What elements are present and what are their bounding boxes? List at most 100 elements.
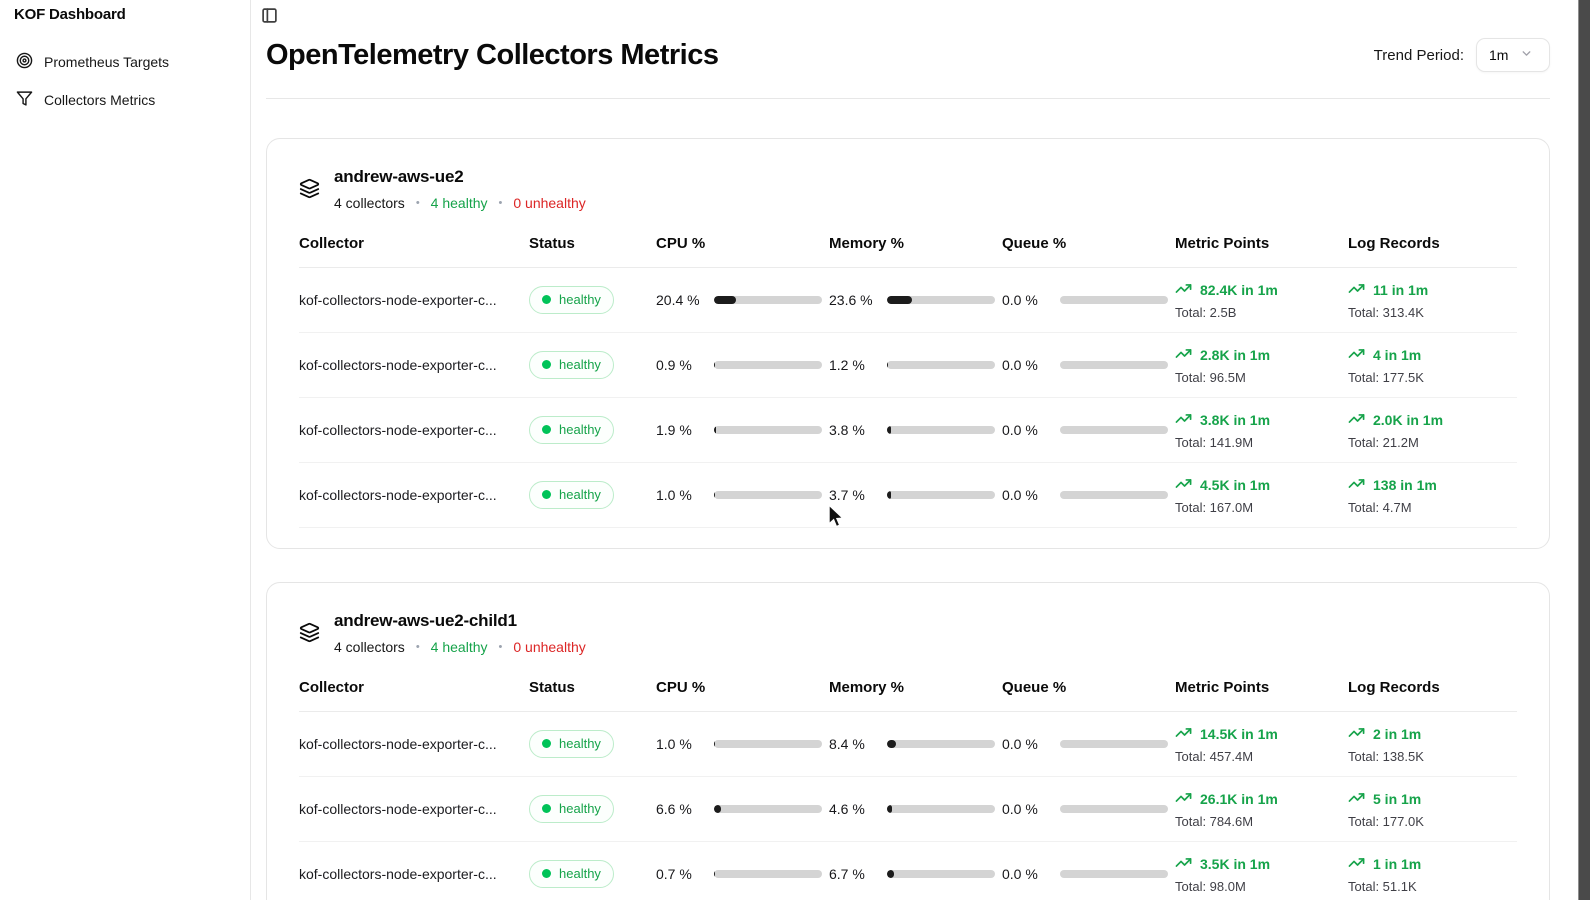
col-header-status: Status: [529, 679, 656, 712]
cpu-percent: 1.0 %: [656, 487, 692, 503]
memory-bar-fill: [887, 740, 897, 748]
log-records-total: Total: 177.5K: [1348, 370, 1424, 385]
queue-cell: 0.0 %: [1002, 487, 1175, 503]
cluster-card: andrew-aws-ue2 4 collectors • 4 healthy …: [266, 138, 1550, 549]
metric-points-total: Total: 141.9M: [1175, 435, 1254, 450]
log-records-rate-value: 2 in 1m: [1373, 726, 1422, 742]
cpu-percent: 1.0 %: [656, 736, 692, 752]
trending-up-icon: [1175, 345, 1192, 365]
separator-dot: •: [498, 197, 503, 209]
separator-dot: •: [498, 641, 503, 653]
sidebar-item-prometheus-targets[interactable]: Prometheus Targets: [8, 45, 242, 79]
col-header-cpu: CPU %: [656, 235, 829, 268]
collector-row: kof-collectors-node-exporter-c... health…: [299, 711, 1517, 777]
metric-points-rate-value: 26.1K in 1m: [1200, 791, 1278, 807]
trend-period-select[interactable]: 1m: [1476, 38, 1550, 72]
cpu-percent: 0.9 %: [656, 357, 692, 373]
cpu-bar: [714, 361, 822, 369]
header-divider: [266, 98, 1550, 99]
log-records-rate-value: 5 in 1m: [1373, 791, 1422, 807]
log-records-rate-value: 1 in 1m: [1373, 856, 1422, 872]
page-title: OpenTelemetry Collectors Metrics: [266, 38, 719, 71]
queue-percent: 0.0 %: [1002, 422, 1038, 438]
memory-cell: 23.6 %: [829, 292, 1002, 308]
status-dot-icon: [542, 490, 551, 499]
cpu-cell: 1.0 %: [656, 487, 829, 503]
memory-bar-fill: [887, 491, 891, 499]
col-header-status: Status: [529, 235, 656, 268]
trending-up-icon: [1175, 280, 1192, 300]
table-header-row: Collector Status CPU % Memory % Queue % …: [299, 235, 1517, 268]
metric-points-rate: 82.4K in 1m: [1175, 280, 1348, 300]
status-dot-icon: [542, 425, 551, 434]
cluster-name: andrew-aws-ue2: [334, 167, 464, 186]
memory-percent: 1.2 %: [829, 357, 865, 373]
metric-points-total: Total: 96.5M: [1175, 370, 1246, 385]
trending-up-icon: [1348, 854, 1365, 874]
log-records-total: Total: 313.4K: [1348, 305, 1424, 320]
memory-bar-fill: [887, 296, 913, 304]
queue-percent: 0.0 %: [1002, 487, 1038, 503]
trending-up-icon: [1348, 789, 1365, 809]
collectors-table: Collector Status CPU % Memory % Queue % …: [299, 235, 1517, 528]
queue-bar: [1060, 426, 1168, 434]
trending-up-icon: [1348, 410, 1365, 430]
collector-name: kof-collectors-node-exporter-c...: [299, 332, 529, 398]
collector-row: kof-collectors-node-exporter-c... health…: [299, 841, 1517, 900]
log-records-total: Total: 177.0K: [1348, 814, 1424, 829]
sidebar-toggle-button[interactable]: [257, 5, 281, 29]
log-records-rate-value: 11 in 1m: [1373, 282, 1429, 298]
status-badge: healthy: [529, 481, 614, 509]
col-header-collector: Collector: [299, 679, 529, 712]
cluster-summary: 4 collectors • 4 healthy • 0 unhealthy: [334, 639, 586, 655]
collector-row: kof-collectors-node-exporter-c... health…: [299, 267, 1517, 333]
cpu-bar: [714, 805, 822, 813]
filter-icon: [16, 90, 33, 110]
col-header-log-records: Log Records: [1348, 235, 1517, 268]
queue-bar: [1060, 740, 1168, 748]
log-records-rate-value: 4 in 1m: [1373, 347, 1422, 363]
page-header: OpenTelemetry Collectors Metrics Trend P…: [266, 38, 1550, 72]
log-records-rate: 1 in 1m: [1348, 854, 1517, 874]
queue-cell: 0.0 %: [1002, 292, 1175, 308]
metric-points-total: Total: 98.0M: [1175, 879, 1246, 894]
cpu-bar-fill: [714, 426, 717, 434]
status-label: healthy: [559, 736, 601, 751]
log-records-rate: 2 in 1m: [1348, 724, 1517, 744]
cluster-name: andrew-aws-ue2-child1: [334, 611, 517, 630]
status-badge: healthy: [529, 860, 614, 888]
memory-cell: 1.2 %: [829, 357, 1002, 373]
col-header-memory: Memory %: [829, 679, 1002, 712]
col-header-metric-points: Metric Points: [1175, 235, 1348, 268]
status-dot-icon: [542, 295, 551, 304]
memory-bar: [887, 491, 995, 499]
metric-points-rate: 2.8K in 1m: [1175, 345, 1348, 365]
sidebar-title: KOF Dashboard: [14, 6, 126, 23]
queue-cell: 0.0 %: [1002, 866, 1175, 882]
cpu-bar: [714, 426, 822, 434]
memory-cell: 3.7 %: [829, 487, 1002, 503]
cluster-card: andrew-aws-ue2-child1 4 collectors • 4 h…: [266, 582, 1550, 900]
cluster-summary: 4 collectors • 4 healthy • 0 unhealthy: [334, 195, 586, 211]
status-label: healthy: [559, 866, 601, 881]
metric-points-total: Total: 784.6M: [1175, 814, 1254, 829]
cpu-bar: [714, 296, 822, 304]
metric-points-rate-value: 14.5K in 1m: [1200, 726, 1278, 742]
rows: kof-collectors-node-exporter-c... health…: [299, 711, 1517, 900]
trending-up-icon: [1348, 280, 1365, 300]
log-records-rate: 2.0K in 1m: [1348, 410, 1517, 430]
log-records-rate: 5 in 1m: [1348, 789, 1517, 809]
metric-points-rate: 14.5K in 1m: [1175, 724, 1348, 744]
cpu-cell: 6.6 %: [656, 801, 829, 817]
status-label: healthy: [559, 292, 601, 307]
metric-points-total: Total: 167.0M: [1175, 500, 1254, 515]
collectors-count: 4 collectors: [334, 639, 405, 655]
sidebar-item-collectors-metrics[interactable]: Collectors Metrics: [8, 83, 242, 117]
metric-points-rate: 26.1K in 1m: [1175, 789, 1348, 809]
collector-row: kof-collectors-node-exporter-c... health…: [299, 462, 1517, 528]
main-content: OpenTelemetry Collectors Metrics Trend P…: [251, 0, 1590, 900]
scrollbar[interactable]: [1578, 0, 1590, 900]
memory-bar-fill: [887, 805, 892, 813]
sidebar-nav: Prometheus Targets Collectors Metrics: [8, 45, 242, 117]
col-header-metric-points: Metric Points: [1175, 679, 1348, 712]
